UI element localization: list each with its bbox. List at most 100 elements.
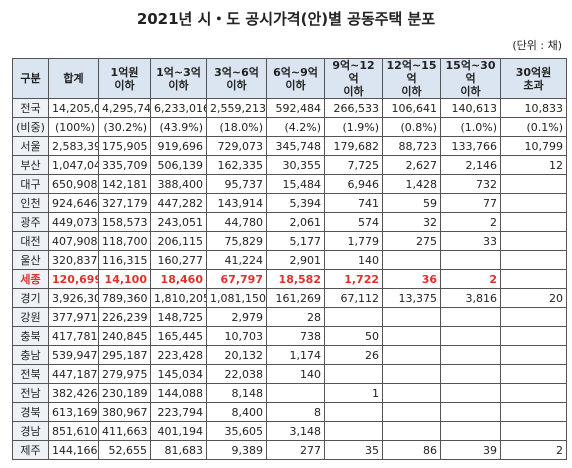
cell (382, 326, 441, 346)
cell: 2,979 (206, 307, 267, 327)
cell: 327,179 (98, 193, 151, 213)
cell (500, 174, 567, 194)
cell: 2 (500, 440, 567, 460)
cell: 144,166 (48, 440, 99, 460)
cell: 449,073 (48, 212, 99, 232)
cell: 67,112 (324, 288, 383, 308)
cell: (43.9%) (150, 117, 207, 137)
cell (500, 326, 567, 346)
cell: 226,239 (98, 307, 151, 327)
cell: 447,187 (48, 364, 99, 384)
cell: 506,139 (150, 155, 207, 175)
row-label: 경기 (12, 288, 49, 308)
cell (440, 383, 501, 403)
cell: 206,115 (150, 231, 207, 251)
cell: 160,277 (150, 250, 207, 270)
row-label: 전국 (12, 98, 49, 118)
table-row: 제주 144,166 52,655 81,683 9,389 277 35 86 39 2 (12, 440, 567, 460)
cell: 729,073 (206, 136, 267, 156)
cell: 279,975 (98, 364, 151, 384)
header-cell: 3억~6억 이하 (206, 58, 267, 99)
cell: 3,148 (266, 421, 325, 441)
cell: 447,282 (150, 193, 207, 213)
cell (382, 402, 441, 422)
row-label: 전북 (12, 364, 49, 384)
header-cell: 12억~15억 이하 (382, 58, 441, 99)
row-label: 부산 (12, 155, 49, 175)
table-row: 충북 417,781 240,845 165,445 10,703 738 50 (12, 326, 567, 346)
cell: 924,646 (48, 193, 99, 213)
cell: 2,583,392 (48, 136, 99, 156)
header-cell: 합계 (48, 58, 99, 99)
cell: (1.9%) (324, 117, 383, 137)
cell: 1,081,150 (206, 288, 267, 308)
cell: 2 (440, 212, 501, 232)
cell (440, 345, 501, 365)
header-cell: 1억~3억 이하 (150, 58, 207, 99)
cell: (0.1%) (500, 117, 567, 137)
cell: 145,034 (150, 364, 207, 384)
cell: 165,445 (150, 326, 207, 346)
cell: 39 (440, 440, 501, 460)
cell: 118,700 (98, 231, 151, 251)
cell: 2 (440, 269, 501, 289)
cell (382, 307, 441, 327)
cell: 15,484 (266, 174, 325, 194)
cell (440, 421, 501, 441)
cell (382, 421, 441, 441)
cell (266, 383, 325, 403)
cell: 9,389 (206, 440, 267, 460)
cell: 52,655 (98, 440, 151, 460)
cell: 1,722 (324, 269, 383, 289)
cell: 8,400 (206, 402, 267, 422)
row-label: 충남 (12, 345, 49, 365)
cell: 295,187 (98, 345, 151, 365)
header-cell: 구분 (12, 58, 49, 99)
cell: (100%) (48, 117, 99, 137)
cell: 240,845 (98, 326, 151, 346)
cell: 388,400 (150, 174, 207, 194)
cell: 417,781 (48, 326, 99, 346)
row-label: 대구 (12, 174, 49, 194)
cell (440, 402, 501, 422)
cell: 574 (324, 212, 383, 232)
cell: 10,833 (500, 98, 567, 118)
cell: 179,682 (324, 136, 383, 156)
cell: 36 (382, 269, 441, 289)
cell: (4.2%) (266, 117, 325, 137)
table-row: 경북 613,169 380,967 223,794 8,400 8 (12, 402, 567, 422)
cell: 88,723 (382, 136, 441, 156)
table-row: 전국14,205,0754,295,7426,233,0162,559,2135… (12, 98, 567, 118)
cell: 28 (266, 307, 325, 327)
cell: 120,699 (48, 269, 99, 289)
header-row: 구분 합계 1억원 이하 1억~3억 이하 3억~6억 이하 6억~9억 이하 9억~12억… (12, 58, 567, 99)
cell (500, 193, 567, 213)
table-row: 울산 320,837 116,315 160,277 41,224 2,901 140 (12, 250, 567, 270)
row-label: (비중) (12, 117, 49, 137)
cell: 380,967 (98, 402, 151, 422)
cell: 539,947 (48, 345, 99, 365)
cell: 10,799 (500, 136, 567, 156)
row-label: 경남 (12, 421, 49, 441)
cell: 377,971 (48, 307, 99, 327)
table-row: 대전 407,908 118,700 206,115 75,829 5,177 1,779 2… (12, 231, 567, 251)
cell: 4,295,742 (98, 98, 151, 118)
cell: 140 (324, 250, 383, 270)
cell: (1.0%) (440, 117, 501, 137)
cell (500, 345, 567, 365)
cell: 1,428 (382, 174, 441, 194)
cell: 162,335 (206, 155, 267, 175)
cell: 382,426 (48, 383, 99, 403)
cell: 59 (382, 193, 441, 213)
cell (500, 212, 567, 232)
cell: 13,375 (382, 288, 441, 308)
cell: 266,533 (324, 98, 383, 118)
cell: 30,355 (266, 155, 325, 175)
cell: 230,189 (98, 383, 151, 403)
cell: 77 (440, 193, 501, 213)
cell: 75,829 (206, 231, 267, 251)
cell: 2,627 (382, 155, 441, 175)
header-cell: 1억원 이하 (98, 58, 151, 99)
cell: 6,946 (324, 174, 383, 194)
row-label: 서울 (12, 136, 49, 156)
